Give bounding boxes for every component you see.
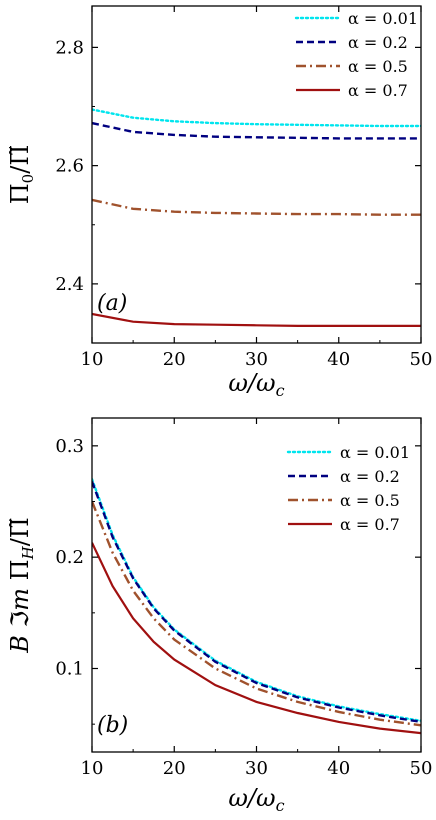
series-line-2: [92, 198, 421, 216]
panel-b: 10 20 30 40 50 0.1 0.2 0.3 ω/ωc B ℑm ΠH/Π̃ (b) α = …: [6, 417, 433, 815]
series-line-1: [92, 121, 421, 140]
x-tick-label: 40: [327, 349, 350, 370]
series-lines: [92, 478, 421, 735]
x-tick-label: 10: [81, 349, 104, 370]
series-line-3: [92, 312, 421, 327]
x-tick-label: 40: [327, 758, 350, 779]
y-axis-label: Π0/Π̃: [6, 145, 37, 205]
x-axis-label: ω/ωc: [228, 369, 284, 400]
legend-entry-1: α = 0.2: [348, 33, 408, 52]
x-tick-label: 20: [163, 758, 186, 779]
legend-entry-0: α = 0.01: [340, 443, 410, 462]
x-tick-label: 10: [81, 758, 104, 779]
legend: α = 0.01 α = 0.2 α = 0.5 α = 0.7: [286, 443, 410, 534]
legend-entry-2: α = 0.5: [340, 491, 400, 510]
legend-entry-3: α = 0.7: [348, 81, 408, 100]
series-line-1: [92, 481, 421, 724]
series-line-0: [92, 108, 421, 128]
x-axis-label: ω/ωc: [228, 784, 284, 815]
legend-entry-0: α = 0.01: [348, 9, 418, 28]
x-tick-label: 30: [245, 758, 268, 779]
series-line-2: [92, 501, 421, 727]
y-axis-label: B ℑm ΠH/Π̃: [6, 517, 37, 653]
x-tick-label: 50: [410, 349, 433, 370]
series-lines: [92, 108, 421, 327]
y-tick-label: 0.2: [55, 547, 84, 568]
x-tick-label: 50: [410, 758, 433, 779]
y-tick-label: 0.3: [55, 436, 84, 457]
x-tick-label: 30: [245, 349, 268, 370]
panel-label: (a): [97, 291, 127, 316]
legend: α = 0.01 α = 0.2 α = 0.5 α = 0.7: [294, 9, 418, 100]
legend-entry-2: α = 0.5: [348, 57, 408, 76]
legend-entry-3: α = 0.7: [340, 515, 400, 534]
x-tick-label: 20: [163, 349, 186, 370]
y-tick-label: 0.1: [55, 659, 84, 680]
y-tick-label: 2.4: [55, 274, 84, 295]
y-tick-label: 2.8: [55, 37, 84, 58]
legend-entry-1: α = 0.2: [340, 467, 400, 486]
y-tick-label: 2.6: [55, 156, 84, 177]
panel-label: (b): [97, 713, 128, 738]
series-line-3: [92, 542, 421, 735]
